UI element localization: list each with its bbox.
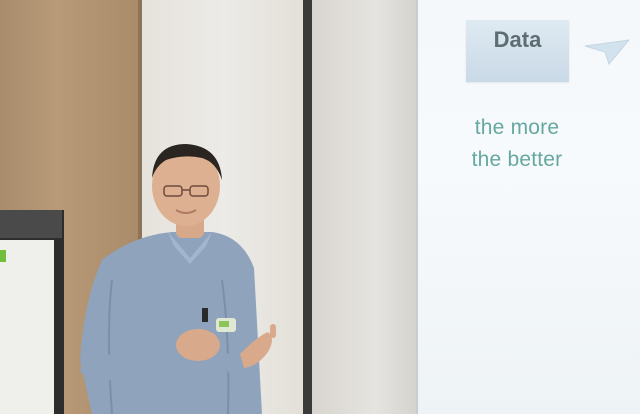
wood-panel-edge — [138, 0, 142, 414]
wall-section — [312, 0, 418, 414]
flipchart-clamp — [0, 210, 62, 238]
slide-title-box — [466, 20, 569, 82]
presenter-head — [152, 146, 220, 226]
flipchart-green-mark — [0, 250, 6, 262]
dark-pillar — [303, 0, 312, 414]
flipchart-paper — [0, 240, 54, 414]
slide-arrow-icon — [584, 39, 631, 66]
slide-title: Data — [493, 27, 542, 52]
projector-screen-edge — [416, 0, 419, 414]
presenter — [80, 144, 276, 414]
slide-text-line1: the more — [474, 116, 560, 139]
slide-text-line2: the better — [471, 148, 563, 171]
